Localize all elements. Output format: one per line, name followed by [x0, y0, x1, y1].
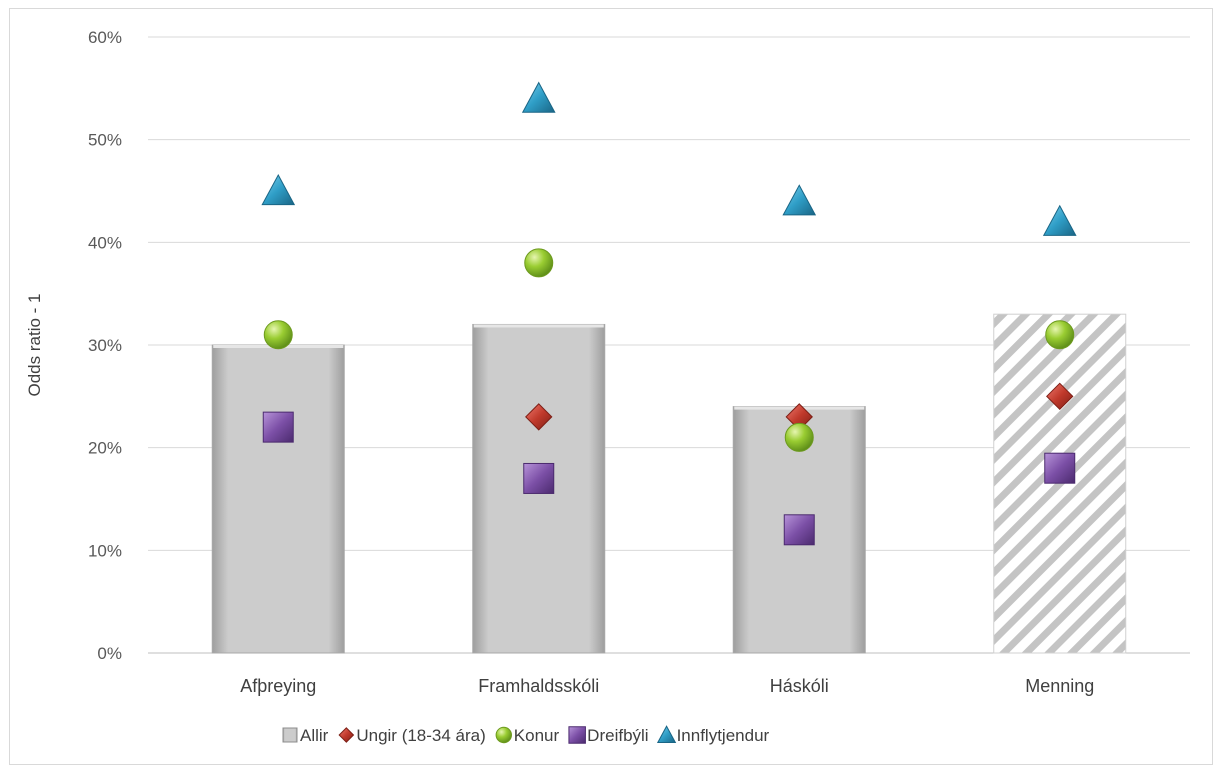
series-square-markers: [262, 411, 1076, 546]
legend-label: Konur: [514, 726, 560, 745]
legend-item: Dreifbýli: [568, 726, 649, 745]
y-tick-label: 10%: [88, 541, 122, 560]
x-category-label: Framhaldsskóli: [478, 676, 599, 696]
bar: [993, 313, 1127, 654]
y-tick-label: 20%: [88, 439, 122, 458]
x-category-label: Menning: [1025, 676, 1094, 696]
legend-square-icon: [568, 726, 586, 744]
legend-diamond-icon: [338, 727, 355, 743]
legend-item: Konur: [495, 726, 560, 745]
legend-circle-icon: [495, 726, 512, 744]
series-triangle-markers: [261, 81, 1077, 236]
legend-item: Innflytjendur: [656, 725, 770, 745]
circle-marker: [263, 320, 293, 350]
y-tick-label: 0%: [97, 644, 122, 663]
legend-label: Dreifbýli: [587, 726, 648, 745]
y-tick-label: 60%: [88, 28, 122, 47]
legend-item: Allir: [282, 726, 329, 745]
legend-label: Allir: [300, 726, 329, 745]
triangle-marker: [1042, 204, 1077, 236]
y-axis-tick-labels: 0% 10% 20% 30% 40% 50% 60%: [88, 28, 122, 663]
bar: [211, 344, 345, 654]
bar-highlight: [473, 324, 604, 328]
diamond-marker: [525, 403, 553, 431]
square-marker: [262, 411, 294, 443]
legend: Allir Ungir (18-34 ára) Konur Dreifbýli Innf…: [282, 725, 770, 745]
circle-marker: [524, 248, 554, 278]
x-category-label: Háskóli: [770, 676, 829, 696]
y-tick-label: 50%: [88, 131, 122, 150]
square-marker: [783, 514, 815, 546]
square-marker: [523, 462, 555, 494]
bars: [211, 313, 1127, 654]
legend-bar-swatch: [282, 727, 298, 743]
legend-item: Ungir (18-34 ára): [338, 726, 486, 745]
y-tick-label: 40%: [88, 233, 122, 252]
markers: [261, 81, 1077, 546]
x-axis-category-labels: Afþreying Framhaldsskóli Háskóli Menning: [240, 676, 1094, 696]
circle-marker: [784, 422, 814, 452]
diamond-marker: [1046, 382, 1074, 411]
triangle-marker: [521, 81, 556, 113]
y-tick-label: 30%: [88, 336, 122, 355]
x-category-label: Afþreying: [240, 676, 316, 696]
legend-triangle-icon: [656, 725, 677, 743]
legend-label: Innflytjendur: [677, 726, 770, 745]
series-diamond-markers: [525, 382, 1074, 431]
circle-marker: [1045, 320, 1075, 350]
square-marker: [1044, 452, 1076, 484]
triangle-marker: [261, 173, 296, 206]
y-axis-title: Odds ratio - 1: [25, 294, 44, 397]
series-circle-markers: [263, 248, 1075, 452]
triangle-marker: [782, 184, 817, 216]
legend-label: Ungir (18-34 ára): [356, 726, 485, 745]
